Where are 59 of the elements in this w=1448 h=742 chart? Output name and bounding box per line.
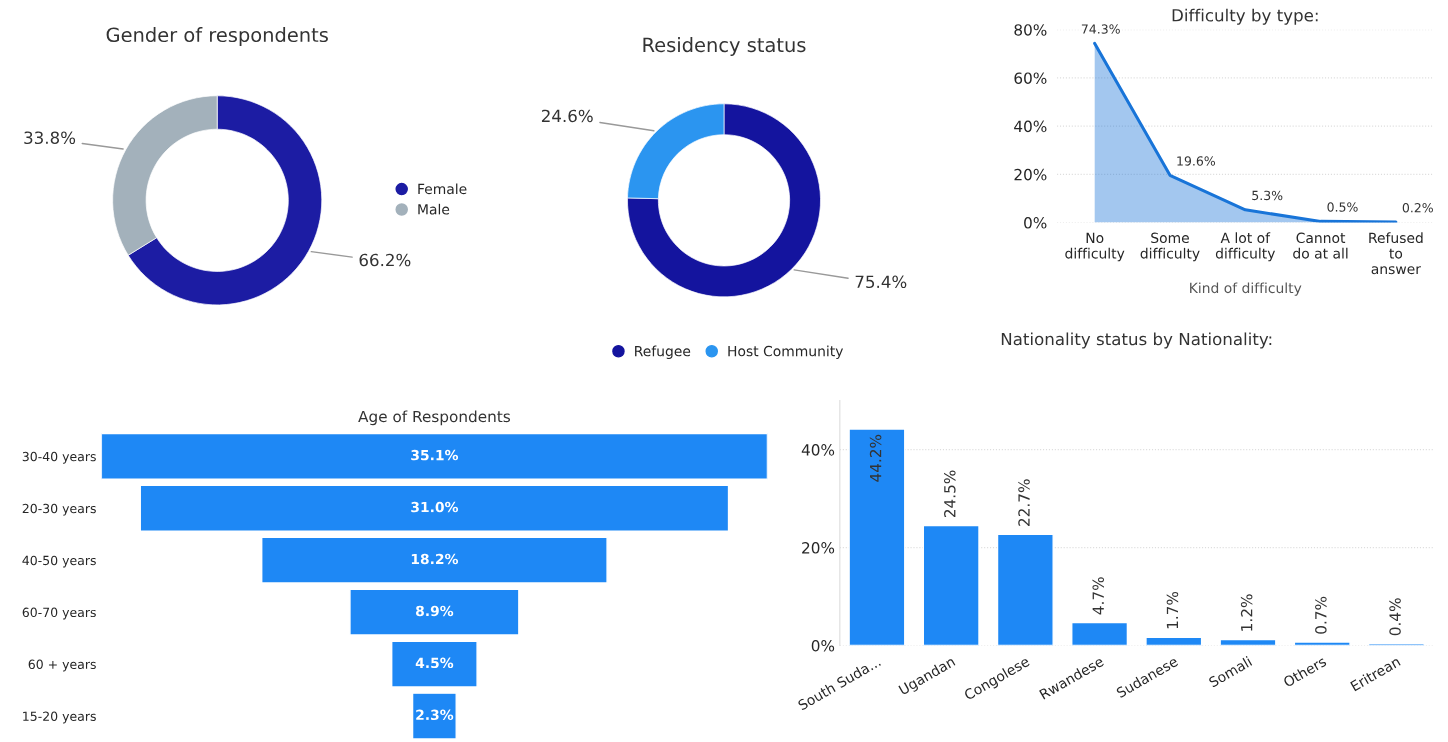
x-tick-label: Refused to answer <box>1369 232 1423 275</box>
text: 19.6% <box>1177 156 1216 166</box>
y-tick-label: 20% <box>1014 168 1047 181</box>
chart-title: Nationality status by Nationality: <box>1001 332 1272 349</box>
chart-title: Difficulty by type: <box>1172 8 1318 25</box>
bar <box>922 524 980 646</box>
data-label: 31.0% <box>411 501 459 513</box>
y-tick-label: 0% <box>811 640 835 652</box>
y-tick-label: 0% <box>1024 217 1047 229</box>
bar <box>1293 641 1351 646</box>
y-tick-label: 40% <box>801 444 835 456</box>
data-label: 1.2% <box>1240 594 1253 631</box>
data-label: 4.5% <box>415 657 454 669</box>
data-label: 8.9% <box>415 605 454 617</box>
legend-label: Refugee <box>635 345 691 360</box>
data-label: 2.3% <box>416 709 454 721</box>
bar <box>1219 638 1277 646</box>
x-tick-label: Cannot do at all <box>1293 232 1348 259</box>
data-label: 66.2% <box>359 253 411 267</box>
data-label: 0.7% <box>1315 596 1327 634</box>
bar <box>848 428 906 646</box>
data-label: 35.1% <box>411 449 459 461</box>
data-label: 4.7% <box>1092 577 1105 615</box>
data-label: 75.4% <box>855 275 907 289</box>
data-label: 44.2% <box>869 434 882 482</box>
x-tick-label: No difficulty <box>1065 232 1125 262</box>
data-label: 18.2% <box>411 553 459 565</box>
text: 0.2% <box>1402 203 1433 213</box>
text: 0.5% <box>1327 202 1358 212</box>
bar <box>996 533 1054 646</box>
data-label: 22.7% <box>1018 479 1030 526</box>
bar <box>1071 621 1129 646</box>
legend-label: Male <box>418 203 450 215</box>
chart-title: Gender of respondents <box>106 27 328 46</box>
data-label: 24.6% <box>541 109 593 123</box>
y-tick-label: 20% <box>802 542 835 554</box>
category-label: 60-70 years <box>22 607 96 620</box>
y-tick-label: 60% <box>1014 72 1047 84</box>
legend-label: Female <box>418 183 467 195</box>
chart-title: Residency status <box>643 37 806 56</box>
category-label: 40-50 years <box>22 555 96 568</box>
data-label: 33.8% <box>24 131 76 145</box>
legend-label: Host Community <box>728 345 844 360</box>
text: 5.3% <box>1252 190 1283 201</box>
text: 74.3% <box>1081 24 1120 34</box>
x-tick-label: Some difficulty <box>1140 232 1200 262</box>
category-label: 60 + years <box>28 659 96 672</box>
y-tick-label: 40% <box>1014 120 1047 133</box>
data-label: 24.5% <box>944 470 956 518</box>
category-label: 15-20 years <box>23 711 96 724</box>
data-label: 1.7% <box>1166 591 1179 629</box>
text: Age of Respondents <box>358 410 511 426</box>
y-tick-label: 80% <box>1014 24 1047 36</box>
x-tick-label: A lot of difficulty <box>1215 232 1275 262</box>
category-label: 30-40 years <box>22 451 96 464</box>
data-label: 0.4% <box>1389 598 1401 636</box>
donut-slice <box>627 103 821 298</box>
x-axis-title: Kind of difficulty <box>1190 282 1302 296</box>
category-label: 20-30 years <box>22 503 96 516</box>
